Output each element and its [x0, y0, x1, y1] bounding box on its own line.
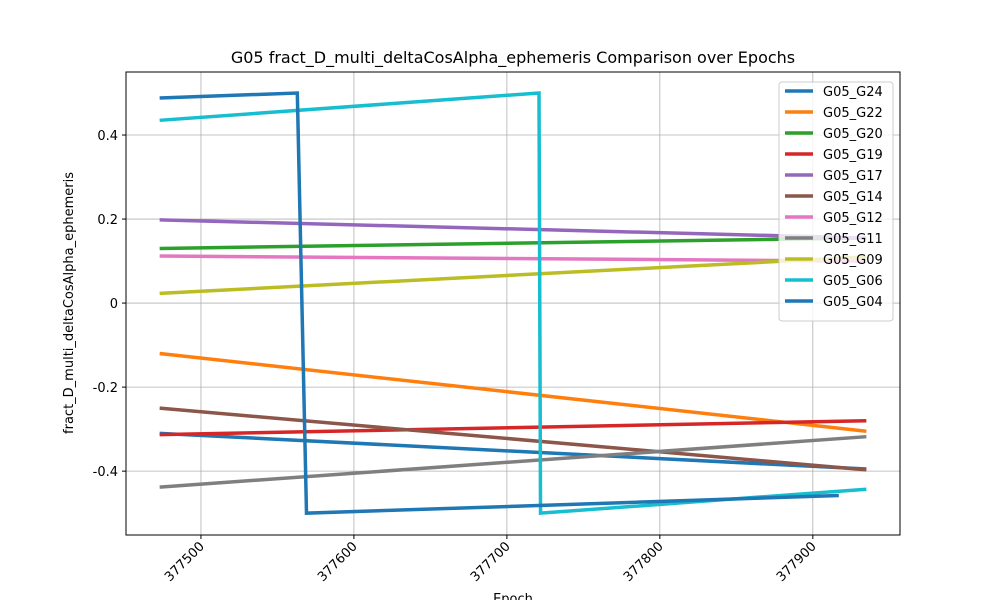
- x-tick-label: 377800: [621, 539, 667, 585]
- legend-label: G05_G11: [823, 232, 883, 247]
- legend-label: G05_G04: [823, 295, 883, 310]
- data-line: [159, 406, 867, 472]
- x-tick-label: 377700: [468, 539, 514, 585]
- legend-label: G05_G24: [823, 85, 883, 100]
- legend-label: G05_G12: [823, 211, 883, 226]
- y-tick-label: 0: [110, 297, 118, 312]
- data-line: [159, 91, 839, 515]
- plot-frame: [125, 71, 901, 536]
- data-line: [159, 418, 867, 437]
- y-tick-label: 0.2: [97, 213, 118, 228]
- legend-label: G05_G20: [823, 127, 883, 142]
- data-line: [159, 255, 867, 296]
- legend-label: G05_G19: [823, 148, 883, 163]
- chart-title: G05 fract_D_multi_deltaCosAlpha_ephemeri…: [231, 48, 795, 68]
- data-line: [159, 431, 867, 471]
- legend-label: G05_G06: [823, 274, 883, 289]
- legend-label: G05_G14: [823, 190, 883, 205]
- data-line: [159, 254, 867, 263]
- y-tick-label: -0.4: [93, 465, 118, 480]
- legend-label: G05_G17: [823, 169, 883, 184]
- x-axis-label: Epoch: [493, 592, 533, 600]
- legend-box: [778, 81, 894, 322]
- y-tick-label: -0.2: [93, 381, 118, 396]
- data-line: [159, 351, 867, 433]
- data-line: [159, 236, 867, 251]
- y-axis-label: fract_D_multi_deltaCosAlpha_ephemeris: [62, 172, 77, 434]
- legend-label: G05_G22: [823, 106, 883, 121]
- x-tick-label: 377500: [162, 539, 208, 585]
- data-line: [159, 434, 867, 489]
- x-tick-label: 377900: [774, 539, 820, 585]
- y-tick-label: 0.4: [97, 129, 118, 144]
- data-line: [159, 218, 867, 240]
- legend-label: G05_G09: [823, 253, 883, 268]
- x-tick-label: 377600: [315, 539, 361, 585]
